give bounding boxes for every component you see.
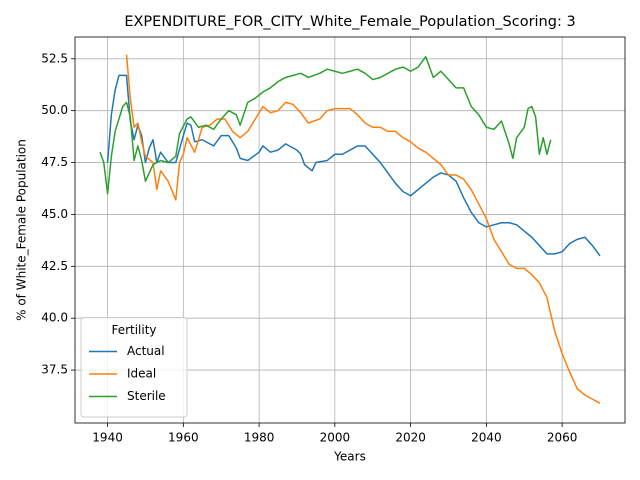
x-tick-label: 2000 (320, 431, 351, 445)
x-tick-label: 2020 (395, 431, 426, 445)
data-line (106, 74, 601, 257)
x-tick-label: 1940 (92, 431, 123, 445)
legend-label: Ideal (127, 367, 156, 381)
y-tick-label: 40.0 (41, 311, 68, 325)
legend-title: Fertility (111, 323, 156, 337)
plot-frame (74, 36, 626, 424)
y-axis-label: % of White_Female Population (15, 139, 29, 321)
data-line (125, 54, 601, 404)
x-axis-label: Years (333, 450, 366, 464)
y-tick-label: 52.5 (41, 51, 68, 65)
legend-label: Sterile (127, 389, 166, 403)
x-tick-label: 2060 (547, 431, 578, 445)
y-tick-label: 47.5 (41, 155, 68, 169)
legend: Fertility Actual Ideal Sterile (80, 317, 188, 418)
data-line (99, 55, 552, 195)
x-tick-label: 1980 (244, 431, 275, 445)
y-tick-label: 45.0 (41, 207, 68, 221)
y-tick-label: 50.0 (41, 103, 68, 117)
y-tick-label: 37.5 (41, 363, 68, 377)
legend-label: Actual (127, 344, 165, 358)
x-tick-label: 1960 (168, 431, 199, 445)
chart-title: EXPENDITURE_FOR_CITY_White_Female_Popula… (124, 14, 575, 30)
legend-box (80, 317, 188, 418)
x-tick-label: 2040 (471, 431, 502, 445)
y-tick-label: 42.5 (41, 259, 68, 273)
